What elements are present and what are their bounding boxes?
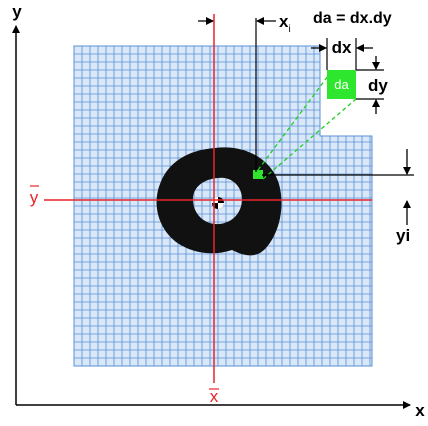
- element-da-label: da: [334, 77, 349, 92]
- dy-label: dy: [368, 76, 388, 95]
- cross-section-shape: [156, 147, 282, 256]
- y-bar-label: y: [30, 188, 39, 207]
- xi-label: xi: [279, 12, 291, 35]
- guide-line-top: [257, 75, 329, 171]
- yi-label: yi: [396, 226, 410, 245]
- element-on-shape: [253, 170, 263, 179]
- x-axis-label: x: [415, 401, 425, 420]
- dx-label: dx: [332, 38, 352, 57]
- y-axis-label: y: [12, 2, 22, 21]
- x-bar-label: x: [210, 387, 219, 406]
- formula-label: da = dx.dy: [313, 10, 392, 27]
- element-da-box: [327, 70, 356, 99]
- xi-subscript: i: [288, 24, 290, 35]
